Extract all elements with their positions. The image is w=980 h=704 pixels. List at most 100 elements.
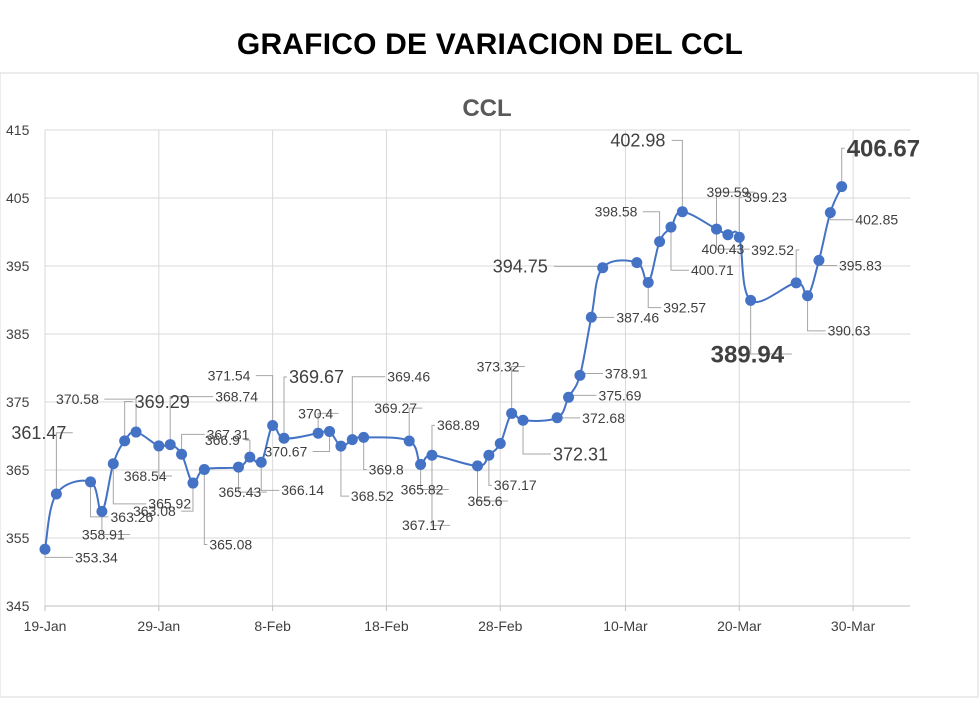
data-point <box>745 295 756 306</box>
data-label: 372.31 <box>553 444 608 464</box>
chart-area-border <box>0 73 978 697</box>
data-point <box>153 440 164 451</box>
chart-title: CCL <box>462 95 511 122</box>
data-point <box>233 462 244 473</box>
data-point <box>825 207 836 218</box>
data-label: 368.54 <box>124 468 167 484</box>
data-label: 370.58 <box>56 391 99 407</box>
data-point <box>267 420 278 431</box>
data-label: 363.08 <box>133 503 176 519</box>
y-tick-label: 385 <box>6 326 30 342</box>
data-label: 392.57 <box>663 300 706 316</box>
y-tick-label: 395 <box>6 258 30 274</box>
data-point <box>51 489 62 500</box>
data-label: 369.27 <box>374 400 417 416</box>
data-label: 406.67 <box>847 136 920 163</box>
data-point <box>506 408 517 419</box>
data-label: 375.69 <box>599 387 642 403</box>
x-tick-label: 28-Feb <box>478 618 523 634</box>
y-tick-label: 405 <box>6 190 30 206</box>
data-label: 400.71 <box>691 262 734 278</box>
data-label: 402.85 <box>855 212 898 228</box>
data-label: 361.47 <box>11 423 66 443</box>
data-point <box>586 312 597 323</box>
data-label: 367.17 <box>494 477 537 493</box>
data-point <box>131 427 142 438</box>
data-label: 399.59 <box>707 184 750 200</box>
data-label: 378.91 <box>605 365 648 381</box>
data-label: 399.23 <box>744 189 787 205</box>
data-label: 394.75 <box>493 257 548 277</box>
x-tick-label: 30-Mar <box>831 618 876 634</box>
data-point <box>426 450 437 461</box>
data-point <box>472 460 483 471</box>
data-point <box>244 452 255 463</box>
data-label: 387.46 <box>616 309 659 325</box>
data-label: 398.58 <box>595 204 638 220</box>
data-point <box>279 433 290 444</box>
y-tick-label: 355 <box>6 530 30 546</box>
data-label: 392.52 <box>751 242 794 258</box>
data-label: 366.9 <box>205 432 240 448</box>
data-point <box>85 476 96 487</box>
data-point <box>574 370 585 381</box>
data-label: 369.67 <box>289 367 344 387</box>
data-point <box>643 277 654 288</box>
data-point <box>324 426 335 437</box>
data-label: 369.46 <box>387 369 430 385</box>
data-label: 370.67 <box>265 443 308 459</box>
data-point <box>165 439 176 450</box>
data-point <box>119 435 130 446</box>
y-tick-label: 375 <box>6 394 30 410</box>
data-point <box>96 506 107 517</box>
data-point <box>313 428 324 439</box>
data-label: 365.82 <box>401 481 444 497</box>
data-point <box>813 255 824 266</box>
page-title: GRAFICO DE VARIACION DEL CCL <box>0 28 980 62</box>
data-label: 368.52 <box>351 488 394 504</box>
data-point <box>722 229 733 240</box>
data-label: 353.34 <box>75 549 118 565</box>
data-point <box>187 478 198 489</box>
x-tick-label: 8-Feb <box>254 618 291 634</box>
data-point <box>563 392 574 403</box>
data-point <box>495 438 506 449</box>
data-label: 389.94 <box>711 341 785 368</box>
data-point <box>404 435 415 446</box>
data-label: 400.43 <box>702 241 745 257</box>
data-point <box>483 450 494 461</box>
data-label: 373.32 <box>477 358 520 374</box>
y-tick-label: 345 <box>6 598 30 614</box>
data-label: 402.98 <box>610 131 665 151</box>
data-label: 369.29 <box>135 392 190 412</box>
data-point <box>791 277 802 288</box>
data-point <box>665 222 676 233</box>
data-point <box>335 441 346 452</box>
x-tick-label: 10-Mar <box>603 618 648 634</box>
data-point <box>654 236 665 247</box>
data-point <box>631 257 642 268</box>
data-point <box>358 432 369 443</box>
data-label: 365.08 <box>209 536 252 552</box>
data-point <box>40 544 51 555</box>
data-point <box>108 458 119 469</box>
x-tick-label: 29-Jan <box>137 618 180 634</box>
data-point <box>597 262 608 273</box>
data-label: 369.8 <box>369 461 404 477</box>
data-label: 371.54 <box>208 368 251 384</box>
data-label: 390.63 <box>828 323 871 339</box>
data-label: 370.4 <box>298 405 333 421</box>
x-tick-label: 20-Mar <box>717 618 762 634</box>
data-label: 358.91 <box>82 526 125 542</box>
data-point <box>677 206 688 217</box>
data-point <box>711 224 722 235</box>
data-point <box>199 464 210 475</box>
data-point <box>552 412 563 423</box>
data-label: 368.74 <box>215 389 258 405</box>
data-point <box>836 181 847 192</box>
data-point <box>518 415 529 426</box>
data-label: 365.6 <box>468 493 503 509</box>
data-point <box>176 449 187 460</box>
